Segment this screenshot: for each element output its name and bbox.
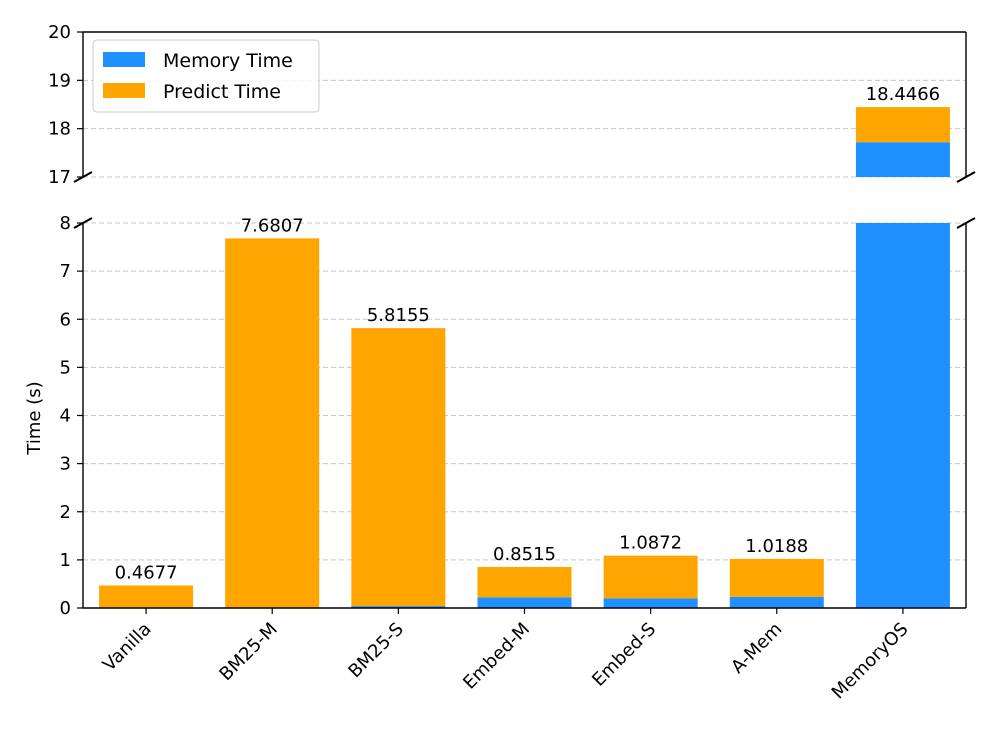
x-category-label: Vanilla [99,619,156,676]
bar-memory-time [855,223,950,608]
x-category-label: Embed-M [459,619,534,694]
bar-memory-time [855,142,950,177]
legend-label: Memory Time [163,50,293,72]
y-tick-label: 7 [60,261,71,282]
bar-memory-time [351,606,446,608]
bar-predict-time [603,555,698,599]
bar-predict-time [351,328,446,607]
bar-predict-time [99,585,194,608]
y-tick-label: 20 [48,22,71,43]
y-tick-label: 8 [60,213,71,234]
x-category-label: BM25-M [215,619,281,685]
bar-memory-time [729,596,824,608]
bar-predict-time [729,558,824,597]
upper-panel: 17 18 19 20 18.4466 [48,22,967,188]
bar-predict-time [477,567,572,598]
y-tick-label: 5 [60,357,71,378]
bar-memory-time [603,598,698,608]
axis-break-mark [956,171,976,183]
y-tick-label: 3 [60,454,71,475]
axis-break-mark [956,217,976,229]
bar-total-label: 1.0188 [745,536,808,557]
y-tick-label: 1 [60,550,71,571]
y-tick-label: 19 [48,70,71,91]
x-category-label: A-Mem [727,619,786,678]
axis-break-mark [73,217,93,229]
y-tick-label: 6 [60,309,71,330]
bar-total-label: 1.0872 [619,533,682,554]
y-tick-label: 2 [60,502,71,523]
lower-panel: 0 1 2 3 4 5 6 7 8 0.4677 7.6807 5.8155 0.8515 1.0872 1… [60,171,976,619]
x-category-label: Embed-S [588,619,660,691]
bar-predict-time [225,238,320,608]
x-category-label: BM25-S [344,619,407,682]
bar-total-label: 0.4677 [115,562,178,583]
bar-total-label: 5.8155 [367,305,430,326]
y-tick-label: 18 [48,119,71,140]
bar-total-label: 18.4466 [866,84,940,105]
legend-label: Predict Time [163,81,281,103]
legend-box [92,39,320,113]
legend: Memory Time Predict Time [92,39,320,113]
axis-break-mark [73,171,93,183]
y-tick-label: 4 [60,406,71,427]
y-axis-title: Time (s) [24,381,45,455]
x-category-label: MemoryOS [828,619,913,704]
bar-predict-time [855,107,950,143]
x-axis-labels: Vanilla BM25-M BM25-S Embed-M Embed-S A-Mem Me… [99,608,913,704]
y-tick-label: 17 [48,167,71,188]
bar-total-label: 0.8515 [493,544,556,565]
y-tick-label: 0 [60,598,71,619]
legend-swatch [103,83,145,98]
legend-swatch [103,52,145,67]
bar-memory-time [477,597,572,608]
bar-total-label: 7.6807 [241,215,304,236]
